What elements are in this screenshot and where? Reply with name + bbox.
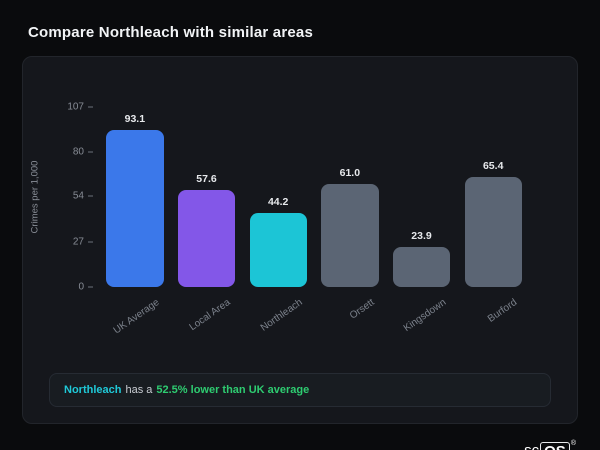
y-tick: 80 — [73, 147, 93, 158]
bar-value-label: 44.2 — [267, 196, 289, 208]
y-tick: 0 — [78, 282, 93, 293]
bar-burford[interactable] — [464, 177, 522, 287]
y-tick-mark — [88, 286, 93, 288]
y-tick-value: 80 — [72, 146, 84, 158]
bar-value-label: 93.1 — [124, 113, 146, 125]
y-tick-value: 0 — [78, 281, 84, 293]
bar-chart: Crimes per 1,000 107 80 54 27 0 93.1 UK Avera… — [30, 102, 529, 337]
note-middle-text: has a — [125, 384, 153, 396]
bar-orsett[interactable] — [321, 184, 379, 287]
x-axis-label: Northleach — [258, 297, 305, 334]
note-stat-text: 52.5% lower than UK average — [156, 384, 310, 396]
bar-uk-average[interactable] — [106, 130, 164, 287]
x-axis-label: UK Average — [111, 297, 162, 337]
y-tick-value: 107 — [67, 101, 84, 113]
x-axis-label: Local Area — [187, 297, 233, 334]
chart-card: Crimes per 1,000 107 80 54 27 0 93.1 UK Avera… — [22, 56, 578, 424]
y-tick-mark — [88, 106, 93, 108]
bar-slot-uk-average: 93.1 UK Average — [99, 107, 171, 337]
y-tick-mark — [88, 151, 93, 153]
scos-logo: sc OS ® — [524, 439, 576, 450]
y-axis-title: Crimes per 1,000 — [29, 160, 41, 234]
logo-boxed: OS — [540, 441, 570, 450]
plot-area: 93.1 UK Average 57.6 Local Area 44.2 Northlea… — [99, 107, 529, 337]
bar-value-label: 57.6 — [196, 173, 217, 185]
y-tick: 27 — [73, 236, 93, 247]
comparison-note: Northleach has a 52.5% lower than UK ave… — [49, 373, 551, 407]
registered-mark: ® — [570, 439, 576, 447]
bar-kingsdown[interactable] — [392, 247, 451, 287]
x-axis-label: Orsett — [347, 297, 377, 322]
y-tick-mark — [88, 195, 93, 197]
bar-slot-burford: 65.4 Burford — [457, 107, 529, 325]
bar-slot-orsett: 61.0 Orsett — [314, 107, 386, 322]
y-tick: 54 — [73, 191, 93, 202]
logo-prefix: sc — [524, 442, 539, 450]
y-tick-value: 27 — [72, 236, 84, 248]
y-tick: 107 — [67, 102, 93, 113]
bar-value-label: 61.0 — [339, 167, 361, 179]
page-title: Compare Northleach with similar areas — [28, 24, 313, 41]
bar-slot-northleach: 44.2 Northleach — [242, 107, 314, 334]
note-area-name: Northleach — [64, 384, 122, 396]
bar-slot-kingsdown: 23.9 Kingsdown — [386, 107, 458, 334]
bar-slot-local-area: 57.6 Local Area — [171, 107, 243, 333]
bar-northleach[interactable] — [249, 213, 307, 287]
bar-local-area[interactable] — [177, 190, 236, 287]
y-tick-value: 54 — [72, 190, 84, 202]
bar-value-label: 23.9 — [411, 230, 432, 242]
y-tick-mark — [88, 241, 93, 243]
x-axis-label: Burford — [486, 297, 520, 325]
bar-value-label: 65.4 — [482, 160, 504, 172]
x-axis-label: Kingsdown — [401, 297, 448, 335]
y-axis-ticks: 107 80 54 27 0 — [53, 102, 99, 293]
